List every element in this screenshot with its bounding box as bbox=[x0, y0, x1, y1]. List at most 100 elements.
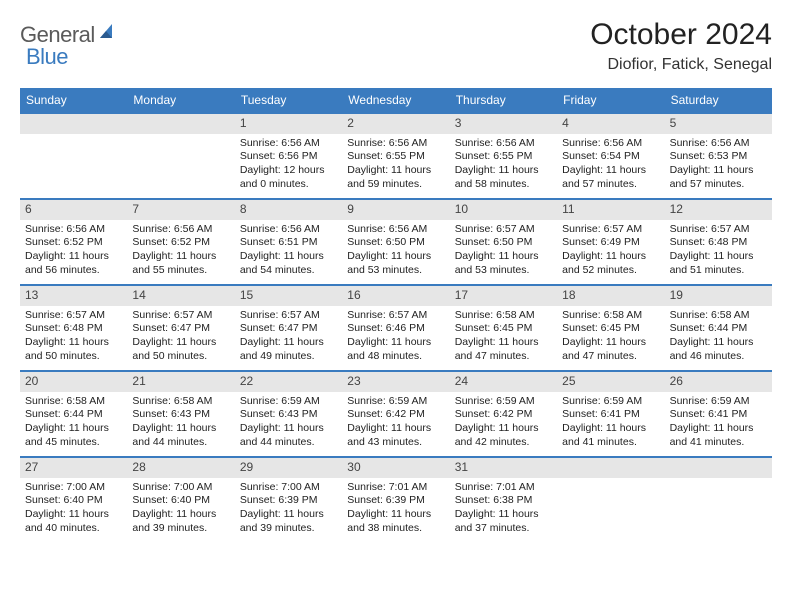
day-number: 16 bbox=[342, 286, 449, 306]
cell-body: Sunrise: 6:59 AMSunset: 6:41 PMDaylight:… bbox=[557, 392, 664, 452]
sunset-line: Sunset: 6:43 PM bbox=[132, 408, 229, 422]
daylight-line: Daylight: 11 hours and 39 minutes. bbox=[240, 508, 337, 535]
calendar-cell-empty bbox=[665, 456, 772, 542]
sunrise-line: Sunrise: 6:59 AM bbox=[562, 395, 659, 409]
day-number: 21 bbox=[127, 372, 234, 392]
cell-body: Sunrise: 6:57 AMSunset: 6:50 PMDaylight:… bbox=[450, 220, 557, 280]
calendar-cell: 10Sunrise: 6:57 AMSunset: 6:50 PMDayligh… bbox=[450, 198, 557, 284]
calendar-cell: 14Sunrise: 6:57 AMSunset: 6:47 PMDayligh… bbox=[127, 284, 234, 370]
sunset-line: Sunset: 6:44 PM bbox=[25, 408, 122, 422]
sunset-line: Sunset: 6:46 PM bbox=[347, 322, 444, 336]
sunrise-line: Sunrise: 6:59 AM bbox=[455, 395, 552, 409]
daylight-line: Daylight: 11 hours and 49 minutes. bbox=[240, 336, 337, 363]
calendar-cell: 22Sunrise: 6:59 AMSunset: 6:43 PMDayligh… bbox=[235, 370, 342, 456]
sunset-line: Sunset: 6:43 PM bbox=[240, 408, 337, 422]
sunset-line: Sunset: 6:50 PM bbox=[455, 236, 552, 250]
calendar-cell: 24Sunrise: 6:59 AMSunset: 6:42 PMDayligh… bbox=[450, 370, 557, 456]
calendar-cell: 2 Sunrise: 6:56 AMSunset: 6:55 PMDaylight… bbox=[342, 112, 449, 198]
daylight-line: Daylight: 11 hours and 57 minutes. bbox=[562, 164, 659, 191]
cell-body: Sunrise: 6:57 AMSunset: 6:48 PMDaylight:… bbox=[665, 220, 772, 280]
day-number: 4 bbox=[557, 114, 664, 134]
day-number: 28 bbox=[127, 458, 234, 478]
daylight-line: Daylight: 11 hours and 54 minutes. bbox=[240, 250, 337, 277]
day-number: 2 bbox=[342, 114, 449, 134]
day-header: Wednesday bbox=[342, 88, 449, 112]
day-number bbox=[557, 458, 664, 478]
daylight-line: Daylight: 11 hours and 50 minutes. bbox=[25, 336, 122, 363]
cell-body: Sunrise: 6:59 AMSunset: 6:43 PMDaylight:… bbox=[235, 392, 342, 452]
cell-body: Sunrise: 6:57 AMSunset: 6:48 PMDaylight:… bbox=[20, 306, 127, 366]
day-number: 30 bbox=[342, 458, 449, 478]
day-number bbox=[127, 114, 234, 134]
daylight-line: Daylight: 11 hours and 48 minutes. bbox=[347, 336, 444, 363]
daylight-line: Daylight: 11 hours and 46 minutes. bbox=[670, 336, 767, 363]
sunrise-line: Sunrise: 6:56 AM bbox=[25, 223, 122, 237]
day-number: 19 bbox=[665, 286, 772, 306]
sunset-line: Sunset: 6:44 PM bbox=[670, 322, 767, 336]
cell-body: Sunrise: 7:00 AMSunset: 6:39 PMDaylight:… bbox=[235, 478, 342, 538]
cell-body: Sunrise: 7:01 AMSunset: 6:39 PMDaylight:… bbox=[342, 478, 449, 538]
sunset-line: Sunset: 6:51 PM bbox=[240, 236, 337, 250]
sunset-line: Sunset: 6:42 PM bbox=[455, 408, 552, 422]
day-number: 31 bbox=[450, 458, 557, 478]
calendar-cell: 19Sunrise: 6:58 AMSunset: 6:44 PMDayligh… bbox=[665, 284, 772, 370]
cell-body: Sunrise: 7:00 AMSunset: 6:40 PMDaylight:… bbox=[20, 478, 127, 538]
sunrise-line: Sunrise: 6:56 AM bbox=[240, 137, 337, 151]
sunrise-line: Sunrise: 7:00 AM bbox=[132, 481, 229, 495]
daylight-line: Daylight: 11 hours and 53 minutes. bbox=[347, 250, 444, 277]
cell-body: Sunrise: 7:00 AMSunset: 6:40 PMDaylight:… bbox=[127, 478, 234, 538]
sunset-line: Sunset: 6:54 PM bbox=[562, 150, 659, 164]
day-number bbox=[20, 114, 127, 134]
sunrise-line: Sunrise: 6:56 AM bbox=[562, 137, 659, 151]
sunrise-line: Sunrise: 6:56 AM bbox=[347, 137, 444, 151]
sunset-line: Sunset: 6:55 PM bbox=[347, 150, 444, 164]
sunset-line: Sunset: 6:49 PM bbox=[562, 236, 659, 250]
sunrise-line: Sunrise: 6:56 AM bbox=[132, 223, 229, 237]
day-header: Tuesday bbox=[235, 88, 342, 112]
logo-sail-icon bbox=[98, 22, 118, 47]
daylight-line: Daylight: 11 hours and 56 minutes. bbox=[25, 250, 122, 277]
daylight-line: Daylight: 11 hours and 58 minutes. bbox=[455, 164, 552, 191]
day-number: 10 bbox=[450, 200, 557, 220]
sunset-line: Sunset: 6:39 PM bbox=[240, 494, 337, 508]
calendar-cell: 3Sunrise: 6:56 AMSunset: 6:55 PMDaylight… bbox=[450, 112, 557, 198]
sunset-line: Sunset: 6:45 PM bbox=[455, 322, 552, 336]
location-text: Diofior, Fatick, Senegal bbox=[590, 56, 772, 74]
logo-text-blue: Blue bbox=[26, 44, 68, 69]
sunrise-line: Sunrise: 6:58 AM bbox=[455, 309, 552, 323]
calendar-cell: 27Sunrise: 7:00 AMSunset: 6:40 PMDayligh… bbox=[20, 456, 127, 542]
daylight-line: Daylight: 11 hours and 47 minutes. bbox=[562, 336, 659, 363]
daylight-line: Daylight: 12 hours and 0 minutes. bbox=[240, 164, 337, 191]
daylight-line: Daylight: 11 hours and 57 minutes. bbox=[670, 164, 767, 191]
daylight-line: Daylight: 11 hours and 50 minutes. bbox=[132, 336, 229, 363]
day-number: 18 bbox=[557, 286, 664, 306]
sunset-line: Sunset: 6:52 PM bbox=[132, 236, 229, 250]
cell-body: Sunrise: 6:59 AMSunset: 6:41 PMDaylight:… bbox=[665, 392, 772, 452]
calendar-cell: 23Sunrise: 6:59 AMSunset: 6:42 PMDayligh… bbox=[342, 370, 449, 456]
sunrise-line: Sunrise: 6:59 AM bbox=[347, 395, 444, 409]
calendar-cell: 17Sunrise: 6:58 AMSunset: 6:45 PMDayligh… bbox=[450, 284, 557, 370]
calendar-cell: 11Sunrise: 6:57 AMSunset: 6:49 PMDayligh… bbox=[557, 198, 664, 284]
day-header: Sunday bbox=[20, 88, 127, 112]
day-number: 27 bbox=[20, 458, 127, 478]
sunrise-line: Sunrise: 6:58 AM bbox=[132, 395, 229, 409]
day-number: 24 bbox=[450, 372, 557, 392]
daylight-line: Daylight: 11 hours and 51 minutes. bbox=[670, 250, 767, 277]
cell-body: Sunrise: 6:56 AMSunset: 6:54 PMDaylight:… bbox=[557, 134, 664, 194]
daylight-line: Daylight: 11 hours and 44 minutes. bbox=[240, 422, 337, 449]
daylight-line: Daylight: 11 hours and 52 minutes. bbox=[562, 250, 659, 277]
day-number: 29 bbox=[235, 458, 342, 478]
day-number: 11 bbox=[557, 200, 664, 220]
cell-body: Sunrise: 6:57 AMSunset: 6:49 PMDaylight:… bbox=[557, 220, 664, 280]
sunset-line: Sunset: 6:56 PM bbox=[240, 150, 337, 164]
day-number: 22 bbox=[235, 372, 342, 392]
day-header: Friday bbox=[557, 88, 664, 112]
day-number: 17 bbox=[450, 286, 557, 306]
cell-body: Sunrise: 6:57 AMSunset: 6:46 PMDaylight:… bbox=[342, 306, 449, 366]
daylight-line: Daylight: 11 hours and 59 minutes. bbox=[347, 164, 444, 191]
calendar-cell: 31Sunrise: 7:01 AMSunset: 6:38 PMDayligh… bbox=[450, 456, 557, 542]
daylight-line: Daylight: 11 hours and 53 minutes. bbox=[455, 250, 552, 277]
daylight-line: Daylight: 11 hours and 37 minutes. bbox=[455, 508, 552, 535]
daylight-line: Daylight: 11 hours and 40 minutes. bbox=[25, 508, 122, 535]
day-header: Saturday bbox=[665, 88, 772, 112]
